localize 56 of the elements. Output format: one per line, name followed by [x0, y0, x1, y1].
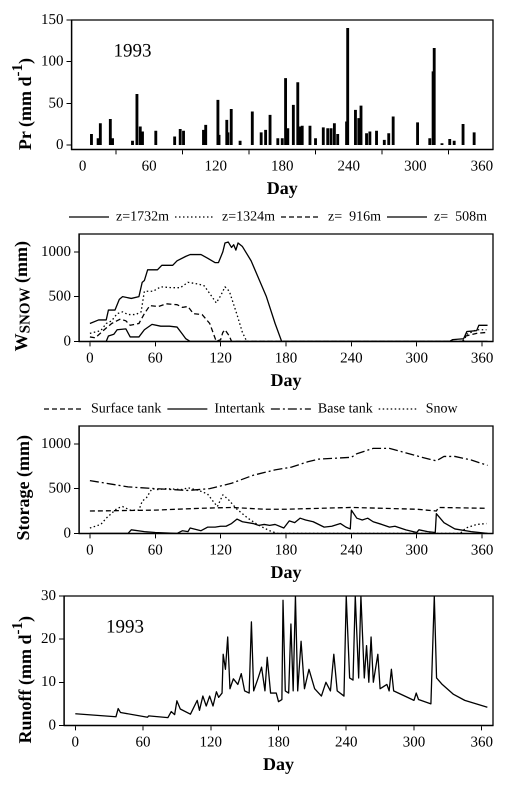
x-tick-label: 120: [209, 350, 232, 366]
x-tick-label: 360: [470, 350, 494, 366]
x-tick-label: 240: [340, 350, 363, 366]
x-tick-label: 360: [470, 158, 494, 174]
x-axis-title: Day: [270, 562, 302, 582]
x-tick-label: 120: [204, 158, 227, 174]
y-axis-title: Storage (mm): [12, 435, 34, 541]
x-tick-label: 300: [404, 158, 427, 174]
x-tick-label: 60: [142, 158, 157, 174]
y-tick-label: 30: [41, 588, 56, 604]
x-tick-label: 60: [148, 542, 163, 558]
x-tick-label: 0: [86, 542, 94, 558]
x-tick-label: 180: [274, 542, 298, 558]
x-tick-label: 60: [148, 350, 163, 366]
x-tick-label: 240: [338, 158, 360, 174]
x-tick-label: 0: [86, 350, 94, 366]
x-tick-label: 0: [78, 158, 86, 174]
y-tick-label: 1000: [41, 244, 71, 260]
x-axis-title: Day: [270, 370, 302, 390]
x-tick-label: 300: [405, 350, 428, 366]
x-tick-label: 240: [334, 734, 358, 750]
y-tick-label: 150: [41, 12, 64, 28]
x-tick-label: 180: [274, 350, 298, 366]
legend-label: z=1732m: [116, 210, 170, 225]
x-tick-label: 360: [470, 542, 494, 558]
y-tick-label: 100: [41, 54, 64, 70]
y-tick-label: 20: [41, 631, 56, 648]
legend-label: z= 916m: [328, 210, 382, 225]
x-axis-title: Day: [266, 178, 298, 198]
legend-label: Base tank: [318, 402, 373, 417]
x-tick-label: 60: [136, 734, 151, 750]
y-tick-label: 1000: [41, 436, 71, 452]
x-tick-label: 300: [402, 734, 426, 750]
x-tick-label: 120: [209, 542, 232, 558]
x-tick-label: 180: [271, 158, 294, 174]
x-tick-label: 180: [267, 734, 290, 750]
y-tick-label: 500: [48, 288, 71, 305]
y-tick-label: 50: [48, 95, 64, 112]
y-tick-label: 0: [48, 717, 56, 734]
x-tick-label: 360: [470, 734, 493, 750]
y-tick-label: 0: [56, 137, 64, 154]
y-tick-label: 0: [64, 525, 71, 542]
x-tick-label: 300: [405, 542, 428, 558]
y-tick-label: 0: [64, 333, 71, 350]
x-tick-label: 120: [200, 734, 222, 750]
legend-label: z=1324m: [222, 210, 276, 225]
x-tick-label: 240: [340, 542, 363, 558]
legend-label: Snow: [426, 402, 458, 417]
y-tick-label: 10: [41, 674, 56, 690]
legend-label: z= 508m: [434, 210, 488, 225]
annotation: 1993: [106, 616, 144, 638]
legend-label: Intertank: [214, 402, 265, 417]
x-axis-title: Day: [263, 754, 294, 774]
y-tick-label: 500: [48, 480, 71, 497]
legend-label: Surface tank: [91, 402, 162, 417]
annotation: 1993: [114, 40, 152, 62]
